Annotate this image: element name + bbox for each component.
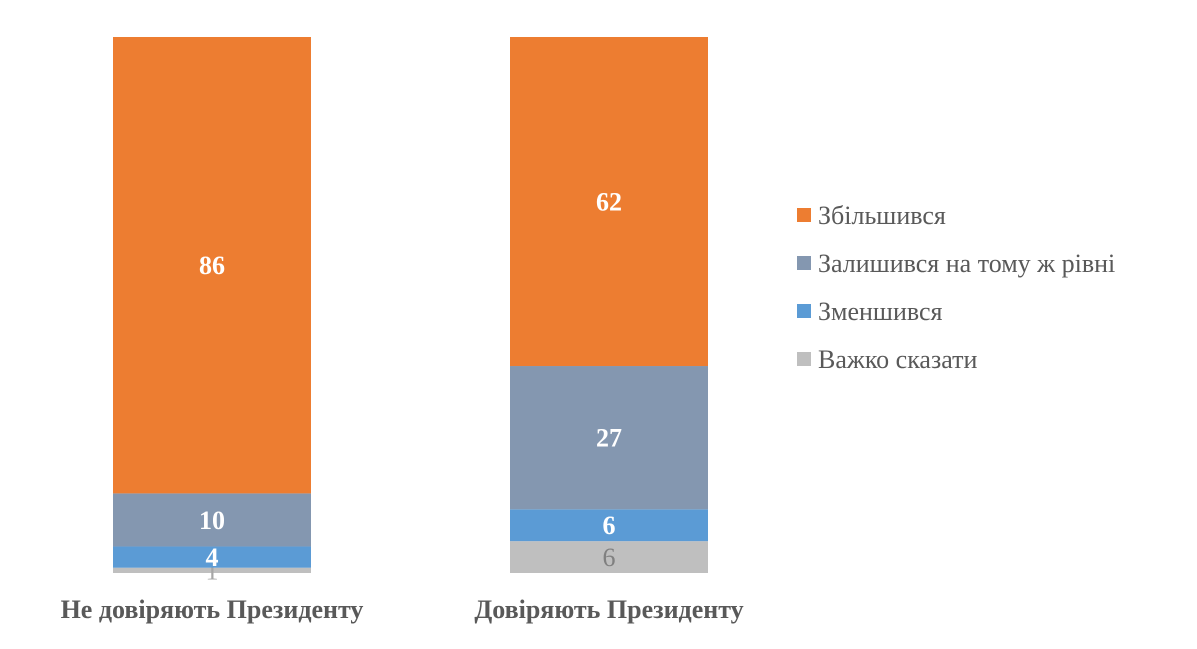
- bar-segment: [510, 366, 708, 510]
- bar-segment: [510, 541, 708, 573]
- data-label: 6: [603, 543, 616, 572]
- bar-segment: [510, 37, 708, 367]
- bar-segment: [113, 37, 311, 494]
- legend-label: Залишився на тому ж рівні: [818, 249, 1115, 278]
- data-label: 4: [206, 543, 219, 572]
- bar-segment: [113, 546, 311, 568]
- category-label: Не довіряють Президенту: [61, 595, 364, 624]
- legend-swatch: [797, 304, 811, 318]
- bar-segment: [113, 493, 311, 547]
- category-label: Довіряють Президенту: [474, 595, 743, 624]
- legend-label: Збільшився: [818, 201, 946, 230]
- legend-swatch: [797, 256, 811, 270]
- data-label: 10: [199, 506, 225, 535]
- legend-label: Важко сказати: [818, 345, 977, 374]
- data-label: 6: [603, 511, 616, 540]
- data-label: 62: [596, 188, 622, 217]
- legend-swatch: [797, 208, 811, 222]
- legend-label: Зменшився: [818, 297, 943, 326]
- bar-segment: [113, 567, 311, 573]
- bar-segment: [510, 509, 708, 542]
- legend-swatch: [797, 352, 811, 366]
- data-label: 27: [596, 424, 622, 453]
- data-label: 86: [199, 251, 225, 280]
